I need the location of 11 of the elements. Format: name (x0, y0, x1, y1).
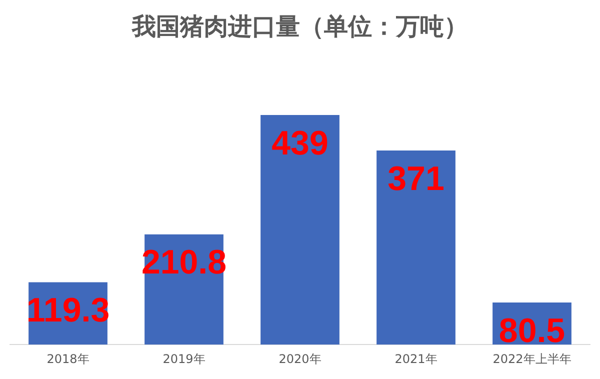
x-tick-label: 2018年 (46, 352, 90, 366)
x-tick-label: 2021年 (394, 352, 438, 366)
bar (260, 114, 340, 345)
data-label: 80.5 (498, 312, 566, 350)
chart-title: 我国猪肉进口量（单位：万吨） (131, 12, 468, 41)
data-label: 439 (272, 124, 328, 162)
x-tick-label: 2022年上半年 (492, 352, 572, 366)
x-tick-label: 2020年 (278, 352, 322, 366)
data-label: 371 (388, 160, 444, 198)
bar (376, 150, 456, 345)
x-tick-label: 2019年 (162, 352, 206, 366)
